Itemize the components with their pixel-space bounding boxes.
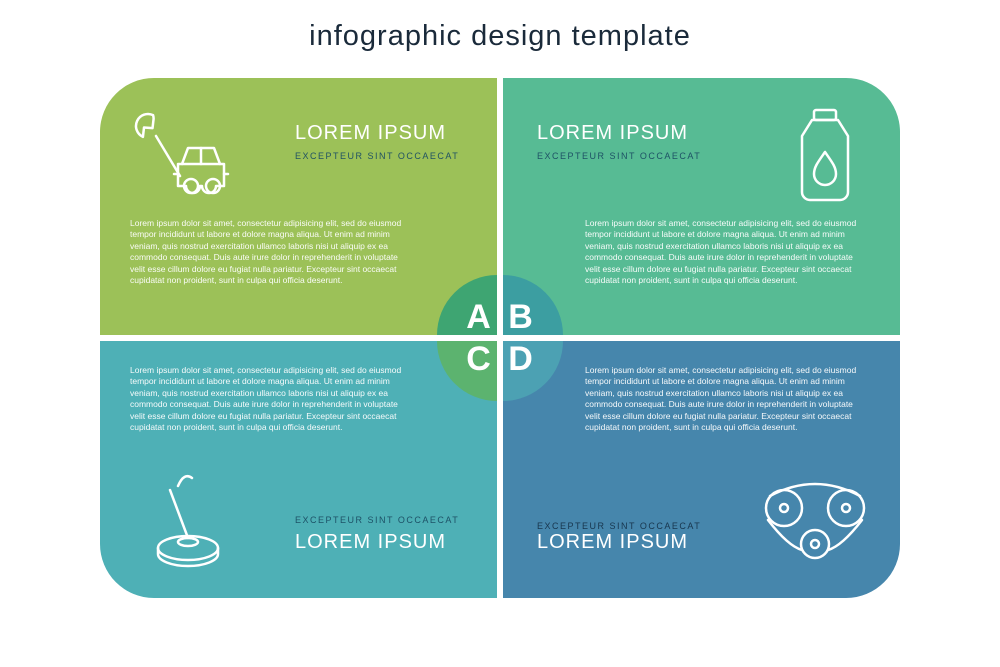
panel-d-subtitle: EXCEPTEUR SINT OCCAECAT xyxy=(537,521,701,531)
panel-d-badge: D xyxy=(503,341,563,401)
panel-c-heading: LOREM IPSUM EXCEPTEUR SINT OCCAECAT xyxy=(295,515,459,554)
panel-grid: LOREM IPSUM EXCEPTEUR SINT OCCAECAT Lore… xyxy=(100,78,900,598)
oil-bottle-icon xyxy=(790,106,860,206)
panel-b-badge: B xyxy=(503,275,563,335)
panel-b-heading: LOREM IPSUM EXCEPTEUR SINT OCCAECAT xyxy=(537,122,701,161)
panel-c: LOREM IPSUM EXCEPTEUR SINT OCCAECAT Lore… xyxy=(100,341,497,598)
panel-a-subtitle: EXCEPTEUR SINT OCCAECAT xyxy=(295,151,459,161)
panel-b-subtitle: EXCEPTEUR SINT OCCAECAT xyxy=(537,151,701,161)
panel-d-title: LOREM IPSUM xyxy=(537,531,701,554)
panel-a-heading: LOREM IPSUM EXCEPTEUR SINT OCCAECAT xyxy=(295,122,459,161)
panel-c-letter: C xyxy=(466,341,492,379)
panel-b-title: LOREM IPSUM xyxy=(537,122,701,145)
page-title: infographic design template xyxy=(0,20,1000,53)
panel-a-body: Lorem ipsum dolor sit amet, consectetur … xyxy=(130,218,415,287)
panel-a-badge: A xyxy=(437,275,497,335)
panel-c-badge: C xyxy=(437,341,497,401)
panel-d-heading: LOREM IPSUM EXCEPTEUR SINT OCCAECAT xyxy=(537,515,701,554)
panel-c-title: LOREM IPSUM xyxy=(295,531,459,554)
panel-a-letter: A xyxy=(466,298,492,336)
infographic-stage: infographic design template xyxy=(0,0,1000,667)
panel-d: LOREM IPSUM EXCEPTEUR SINT OCCAECAT Lore… xyxy=(503,341,900,598)
timing-belt-icon xyxy=(760,480,870,570)
panel-d-letter: D xyxy=(508,341,534,379)
panel-a: LOREM IPSUM EXCEPTEUR SINT OCCAECAT Lore… xyxy=(100,78,497,335)
panel-b-body: Lorem ipsum dolor sit amet, consectetur … xyxy=(585,218,870,287)
oil-can-icon xyxy=(140,470,240,570)
panel-b: LOREM IPSUM EXCEPTEUR SINT OCCAECAT Lore… xyxy=(503,78,900,335)
panel-c-body: Lorem ipsum dolor sit amet, consectetur … xyxy=(130,365,415,434)
panel-a-title: LOREM IPSUM xyxy=(295,122,459,145)
panel-b-letter: B xyxy=(508,298,534,336)
wrench-car-icon xyxy=(128,106,238,206)
panel-d-body: Lorem ipsum dolor sit amet, consectetur … xyxy=(585,365,870,434)
panel-c-subtitle: EXCEPTEUR SINT OCCAECAT xyxy=(295,515,459,525)
